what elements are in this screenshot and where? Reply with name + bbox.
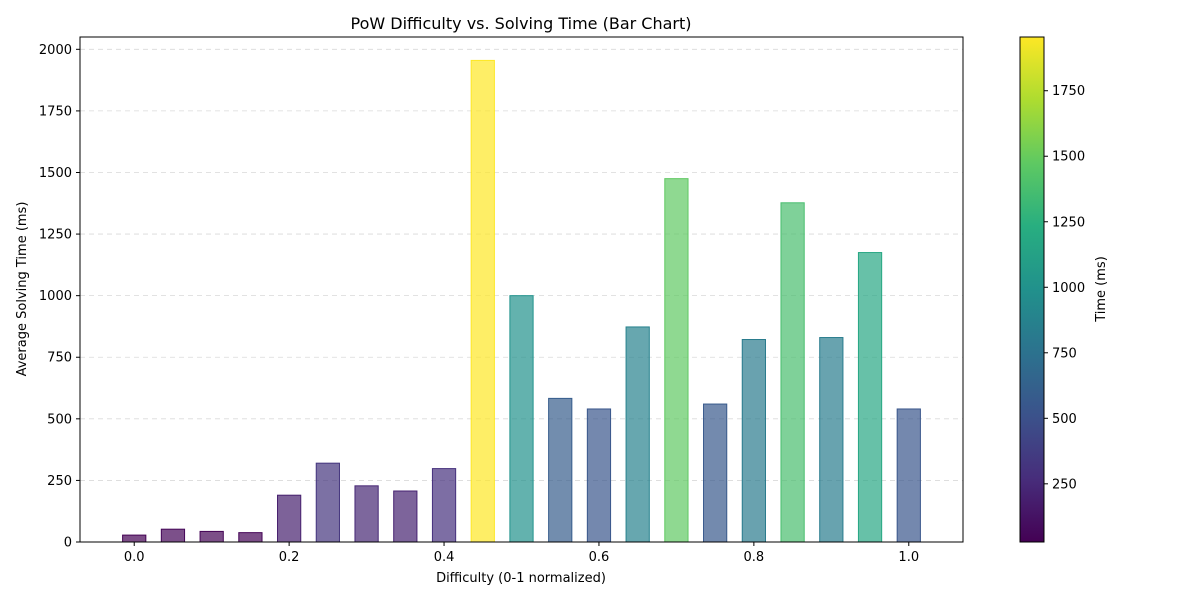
bar (354, 485, 379, 543)
bar (586, 408, 612, 543)
colorbar-tick-label: 1750 (1052, 84, 1085, 99)
x-tick-label: 1.0 (898, 550, 919, 565)
x-tick-label: 0.0 (124, 550, 145, 565)
y-tick-label: 500 (47, 412, 72, 427)
y-tick-label: 1250 (39, 228, 72, 243)
bar (431, 468, 457, 543)
bar (393, 490, 418, 543)
bar (509, 295, 534, 543)
bar (741, 339, 766, 543)
x-axis-label: Difficulty (0-1 normalized) (436, 571, 606, 586)
colorbar-tick-label: 1500 (1052, 150, 1085, 165)
bar (277, 494, 302, 543)
bar (625, 326, 650, 543)
colorbar-axis: 250 500 750 1000 1250 1500 1750 (1044, 84, 1085, 492)
y-tick-label: 750 (47, 351, 72, 366)
y-tick-label: 2000 (39, 43, 72, 58)
colorbar (1019, 36, 1045, 543)
bar (819, 337, 844, 543)
y-tick-label: 0 (64, 536, 72, 551)
y-tick-label: 250 (47, 474, 72, 489)
bar (780, 202, 805, 543)
x-axis: 0.0 0.2 0.4 0.6 0.8 1.0 (124, 542, 919, 565)
bar (122, 534, 147, 543)
bar (857, 252, 883, 543)
colorbar-tick-label: 1250 (1052, 215, 1085, 230)
bar (199, 530, 224, 543)
colorbar-tick-label: 1000 (1052, 281, 1085, 296)
x-tick-label: 0.8 (744, 550, 765, 565)
colorbar-tick-label: 500 (1052, 412, 1077, 427)
colorbar-label: Time (ms) (1094, 256, 1109, 323)
x-tick-label: 0.4 (434, 550, 455, 565)
x-tick-label: 0.2 (279, 550, 300, 565)
y-axis-label: Average Solving Time (ms) (15, 202, 30, 377)
bars (122, 59, 921, 543)
bar (315, 462, 340, 543)
bar (238, 532, 263, 543)
y-tick-label: 1750 (39, 104, 72, 119)
bar (664, 178, 689, 543)
bar (470, 59, 495, 543)
colorbar-tick-label: 250 (1052, 477, 1077, 492)
x-tick-label: 0.6 (589, 550, 610, 565)
plot-frame (79, 36, 964, 543)
bar (160, 528, 186, 543)
colorbar-tick-label: 750 (1052, 346, 1077, 361)
y-axis: 0 250 500 750 1000 1250 1500 1750 2000 (39, 43, 80, 551)
y-tick-label: 1000 (39, 289, 72, 304)
y-tick-label: 1500 (39, 166, 72, 181)
bar (896, 408, 921, 543)
bar (703, 403, 728, 543)
bar (548, 397, 573, 543)
chart-title: PoW Difficulty vs. Solving Time (Bar Cha… (350, 14, 691, 33)
